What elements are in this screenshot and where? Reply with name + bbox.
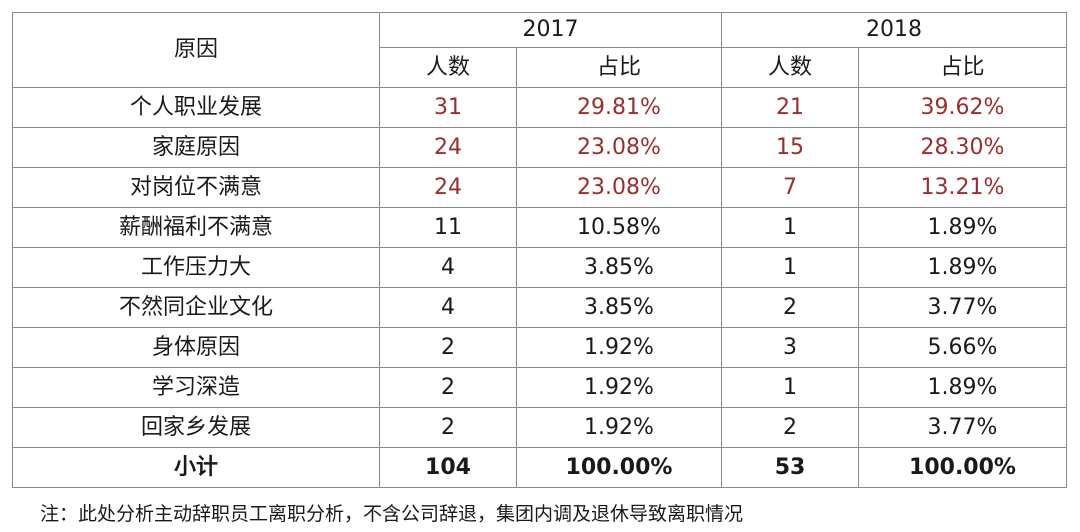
header-reason: 原因 bbox=[12, 12, 380, 88]
reason-cell: 家庭原因 bbox=[12, 127, 380, 168]
count-2017-cell: 24 bbox=[379, 127, 517, 168]
table-row: 身体原因 2 1.92% 3 5.66% bbox=[12, 327, 1067, 368]
count-2017-cell: 24 bbox=[379, 167, 517, 208]
count-2018-cell: 1 bbox=[721, 247, 859, 288]
total-pct-2017: 100.00% bbox=[516, 447, 722, 488]
pct-2018-cell: 5.66% bbox=[858, 327, 1067, 368]
pct-2017-cell: 3.85% bbox=[516, 247, 722, 288]
pct-2018-cell: 1.89% bbox=[858, 367, 1067, 408]
total-row: 小计 104 100.00% 53 100.00% bbox=[12, 447, 1067, 488]
table-row: 个人职业发展 31 29.81% 21 39.62% bbox=[12, 87, 1067, 128]
count-2017-cell: 2 bbox=[379, 367, 517, 408]
pct-2017-cell: 1.92% bbox=[516, 407, 722, 448]
reason-cell: 薪酬福利不满意 bbox=[12, 207, 380, 248]
header-count-2018: 人数 bbox=[721, 47, 859, 88]
table-body: 个人职业发展 31 29.81% 21 39.62% 家庭原因 24 23.08% 15 28.3… bbox=[12, 87, 1067, 488]
count-2018-cell: 1 bbox=[721, 207, 859, 248]
pct-2018-cell: 1.89% bbox=[858, 207, 1067, 248]
total-label: 小计 bbox=[12, 447, 380, 488]
pct-2018-cell: 3.77% bbox=[858, 287, 1067, 328]
header-row-years: 原因 2017 2018 bbox=[12, 12, 1067, 88]
count-2017-cell: 2 bbox=[379, 407, 517, 448]
pct-2018-cell: 13.21% bbox=[858, 167, 1067, 208]
pct-2018-cell: 1.89% bbox=[858, 247, 1067, 288]
count-2017-cell: 2 bbox=[379, 327, 517, 368]
reason-cell: 回家乡发展 bbox=[12, 407, 380, 448]
header-year-2017: 2017 bbox=[379, 12, 722, 48]
total-count-2018: 53 bbox=[721, 447, 859, 488]
pct-2018-cell: 39.62% bbox=[858, 87, 1067, 128]
count-2017-cell: 4 bbox=[379, 287, 517, 328]
count-2017-cell: 11 bbox=[379, 207, 517, 248]
pct-2017-cell: 23.08% bbox=[516, 127, 722, 168]
count-2017-cell: 31 bbox=[379, 87, 517, 128]
pct-2017-cell: 23.08% bbox=[516, 167, 722, 208]
table-row: 对岗位不满意 24 23.08% 7 13.21% bbox=[12, 167, 1067, 208]
table-row: 家庭原因 24 23.08% 15 28.30% bbox=[12, 127, 1067, 168]
reason-cell: 对岗位不满意 bbox=[12, 167, 380, 208]
table-row: 回家乡发展 2 1.92% 2 3.77% bbox=[12, 407, 1067, 448]
header-row-metrics: 人数 占比 人数 占比 bbox=[13, 47, 1067, 88]
total-count-2017: 104 bbox=[379, 447, 517, 488]
count-2018-cell: 2 bbox=[721, 287, 859, 328]
header-year-2018: 2018 bbox=[721, 12, 1067, 48]
table-row: 不然同企业文化 4 3.85% 2 3.77% bbox=[12, 287, 1067, 328]
count-2018-cell: 7 bbox=[721, 167, 859, 208]
count-2018-cell: 3 bbox=[721, 327, 859, 368]
pct-2017-cell: 3.85% bbox=[516, 287, 722, 328]
header-count-2017: 人数 bbox=[379, 47, 517, 88]
total-pct-2018: 100.00% bbox=[858, 447, 1067, 488]
pct-2018-cell: 28.30% bbox=[858, 127, 1067, 168]
reason-cell: 学习深造 bbox=[12, 367, 380, 408]
table-row: 学习深造 2 1.92% 1 1.89% bbox=[12, 367, 1067, 408]
turnover-table-container: 原因 2017 2018 人数 占比 人数 占比 个人职业发展 31 29.81% 2… bbox=[12, 12, 1067, 488]
reason-cell: 身体原因 bbox=[12, 327, 380, 368]
count-2018-cell: 2 bbox=[721, 407, 859, 448]
header-pct-2017: 占比 bbox=[516, 47, 722, 88]
pct-2017-cell: 1.92% bbox=[516, 327, 722, 368]
header-pct-2018: 占比 bbox=[858, 47, 1067, 88]
count-2018-cell: 21 bbox=[721, 87, 859, 128]
count-2018-cell: 1 bbox=[721, 367, 859, 408]
pct-2018-cell: 3.77% bbox=[858, 407, 1067, 448]
table-row: 工作压力大 4 3.85% 1 1.89% bbox=[12, 247, 1067, 288]
reason-cell: 工作压力大 bbox=[12, 247, 380, 288]
pct-2017-cell: 10.58% bbox=[516, 207, 722, 248]
count-2017-cell: 4 bbox=[379, 247, 517, 288]
footnote: 注：此处分析主动辞职员工离职分析，不含公司辞退，集团内调及退休导致离职情况 bbox=[40, 503, 744, 525]
count-2018-cell: 15 bbox=[721, 127, 859, 168]
turnover-reason-table: 原因 2017 2018 人数 占比 人数 占比 个人职业发展 31 29.81% 2… bbox=[12, 12, 1067, 488]
reason-cell: 不然同企业文化 bbox=[12, 287, 380, 328]
pct-2017-cell: 1.92% bbox=[516, 367, 722, 408]
table-row: 薪酬福利不满意 11 10.58% 1 1.89% bbox=[12, 207, 1067, 248]
reason-cell: 个人职业发展 bbox=[12, 87, 380, 128]
pct-2017-cell: 29.81% bbox=[516, 87, 722, 128]
